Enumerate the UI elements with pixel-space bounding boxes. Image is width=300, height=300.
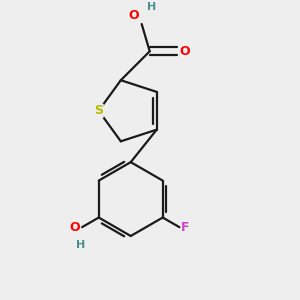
Text: H: H: [76, 240, 85, 250]
Text: S: S: [94, 104, 103, 117]
Text: O: O: [70, 221, 80, 234]
Text: O: O: [128, 9, 139, 22]
Text: O: O: [180, 45, 190, 58]
Text: F: F: [181, 221, 190, 234]
Text: H: H: [148, 2, 157, 12]
